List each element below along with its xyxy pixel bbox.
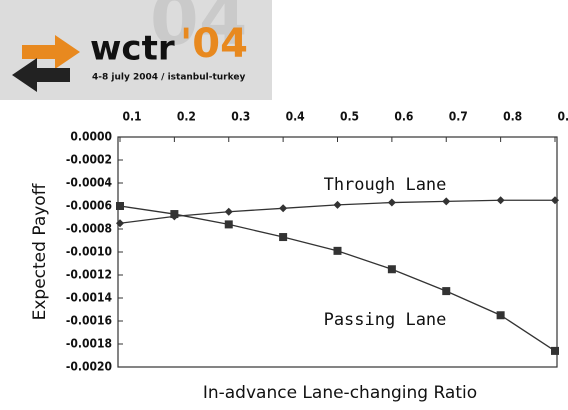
x-tick-label: 0.9: [557, 110, 568, 124]
marker-diamond: [496, 196, 505, 205]
marker-diamond: [116, 219, 124, 228]
logo-arrow-orange: [22, 35, 80, 69]
series-label: Through Lane: [324, 175, 447, 195]
x-tick-label: 0.1: [122, 110, 141, 124]
x-tick-label: 0.6: [394, 110, 413, 124]
series-label: Passing Lane: [324, 310, 447, 330]
marker-diamond: [333, 200, 342, 209]
marker-square: [442, 287, 451, 296]
marker-diamond: [387, 198, 396, 207]
x-tick-label: 0.8: [503, 110, 522, 124]
marker-square: [170, 210, 179, 219]
marker-square: [551, 346, 559, 355]
marker-square: [387, 265, 396, 274]
logo-year: '04: [180, 21, 248, 67]
marker-diamond: [224, 207, 233, 216]
logo-name: wctr: [90, 29, 175, 69]
y-tick-label: -0.0002: [66, 153, 112, 167]
x-tick-label: 0.3: [231, 110, 250, 124]
marker-square: [333, 246, 342, 255]
marker-diamond: [442, 197, 451, 206]
y-tick-label: 0.0000: [70, 130, 112, 144]
marker-square: [279, 233, 288, 242]
y-tick-label: -0.0016: [66, 314, 112, 328]
x-axis-title: In-advance Lane-changing Ratio: [203, 383, 477, 403]
marker-square: [116, 202, 124, 210]
logo: 04 wctr '04 4-8 july 2004 / istanbul-tur…: [0, 0, 272, 100]
y-tick-label: -0.0010: [66, 245, 112, 259]
y-tick-label: -0.0008: [66, 222, 112, 236]
x-tick-label: 0.4: [286, 110, 306, 124]
marker-diamond: [551, 196, 559, 205]
y-tick-label: -0.0018: [66, 337, 112, 351]
y-tick-label: -0.0014: [66, 291, 113, 305]
x-tick-label: 0.2: [177, 110, 196, 124]
x-tick-label: 0.7: [449, 110, 468, 124]
marker-square: [224, 220, 233, 229]
marker-diamond: [279, 204, 288, 213]
y-tick-label: -0.0004: [66, 176, 113, 190]
logo-watermark: 04: [150, 0, 247, 61]
y-tick-label: -0.0006: [66, 199, 112, 213]
marker-square: [496, 311, 505, 320]
logo-tagline: 4-8 july 2004 / istanbul-turkey: [92, 73, 245, 83]
x-tick-label: 0.5: [340, 110, 359, 124]
y-axis-title: Expected Payoff: [30, 182, 50, 320]
logo-arrow-black: [12, 58, 70, 92]
y-tick-label: -0.0012: [66, 268, 112, 282]
y-tick-label: -0.0020: [66, 360, 112, 374]
